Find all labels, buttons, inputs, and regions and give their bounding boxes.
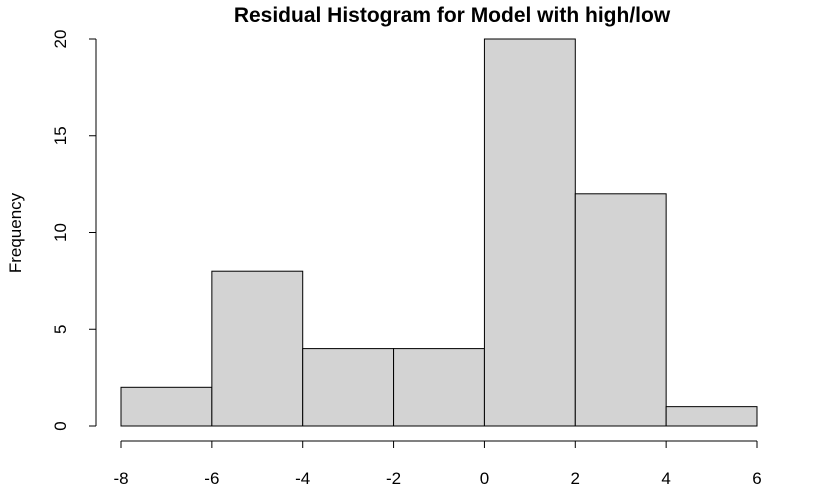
x-tick-label: -2 [386, 469, 401, 488]
y-tick-label: 5 [51, 325, 70, 334]
y-tick-label: 20 [51, 30, 70, 49]
x-tick-label: -8 [113, 469, 128, 488]
bars-group [120, 38, 758, 427]
histogram-bar-4 [483, 38, 576, 427]
histogram-bar-1 [211, 270, 304, 427]
y-tick-label: 10 [51, 223, 70, 242]
x-tick-label: -6 [204, 469, 219, 488]
histogram-bar-2 [302, 348, 395, 427]
histogram-bar-5 [574, 193, 667, 427]
x-tick-label: 2 [571, 469, 580, 488]
x-tick-label: 6 [752, 469, 761, 488]
y-tick-label: 15 [51, 126, 70, 145]
y-axis: 0 5 10 15 20 [51, 30, 97, 431]
histogram-bar-6 [665, 406, 758, 427]
y-axis-label: Frequency [6, 192, 25, 273]
x-tick-label: -4 [295, 469, 310, 488]
y-tick-label: 0 [51, 421, 70, 430]
x-tick-label: 0 [480, 469, 489, 488]
chart-title: Residual Histogram for Model with high/l… [234, 4, 671, 27]
histogram-bar-0 [120, 386, 213, 427]
x-axis: -8 -6 -4 -2 0 2 4 6 [113, 440, 762, 488]
histogram-bar-3 [393, 348, 485, 427]
x-tick-label: 4 [661, 469, 670, 488]
